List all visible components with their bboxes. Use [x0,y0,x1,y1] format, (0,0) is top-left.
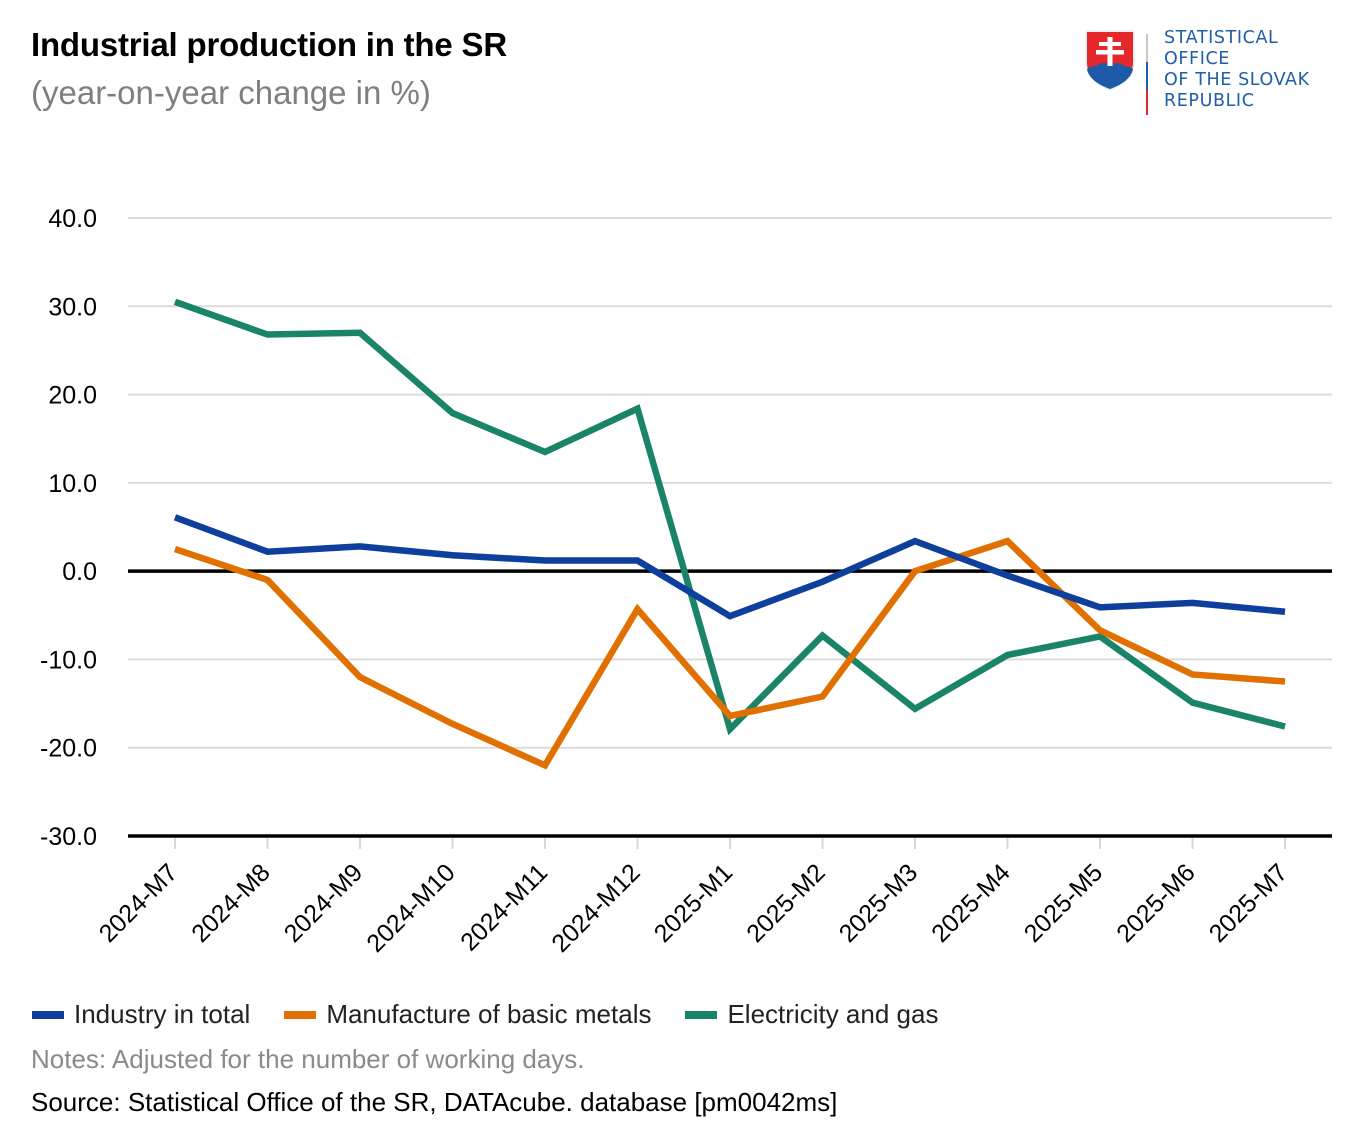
y-tick-label: 0.0 [62,558,97,586]
series-line-industry-in-total [173,514,1286,620]
x-tick-label: 2024-M8 [186,858,276,948]
gridlines [128,217,1332,838]
slovak-coat-of-arms-icon [1085,30,1135,91]
legend-swatch [284,1010,317,1019]
x-tick-label: 2025-M4 [926,858,1016,948]
series-lines [173,298,1286,770]
y-tick-label: 20.0 [48,382,97,410]
logo-divider-red [1146,90,1148,115]
x-tick-label: 2025-M2 [741,858,831,948]
chart-source: Source: Statistical Office of the SR, DA… [31,1087,838,1117]
x-tick-label: 2024-M9 [279,858,369,948]
x-tick-label: 2024-M11 [455,858,553,956]
line-chart: 40.0 30.0 20.0 10.0 0.0 -10.0 -20.0 -30.0 2024-… [40,205,1332,958]
legend-swatch [685,1010,718,1019]
legend-item-basic-metals: Manufacture of basic metals [284,999,651,1030]
legend: Industry in total Manufacture of basic m… [32,999,972,1030]
legend-label: Electricity and gas [727,999,939,1029]
y-tick-label: 30.0 [48,293,97,321]
x-tick-label: 2024-M12 [546,858,645,957]
series-line-electricity-and-gas [173,298,1286,736]
y-tick-label: -10.0 [40,646,97,674]
x-axis-ticks: 2024-M7 2024-M8 2024-M92024-M102024-M11202… [94,838,1294,958]
logo-divider-blue [1146,62,1148,90]
chart-notes: Notes: Adjusted for the number of workin… [31,1044,585,1074]
logo-divider [1146,34,1148,72]
logo-line: OFFICE [1164,49,1230,69]
x-tick-label: 2025-M1 [649,858,739,948]
x-tick-label: 2025-M7 [1204,858,1294,948]
y-tick-label: -20.0 [40,735,97,763]
y-tick-label: 40.0 [48,205,97,233]
x-tick-label: 2024-M10 [361,858,460,957]
logo-line: OF THE SLOVAK [1164,70,1310,90]
logo-line: REPUBLIC [1164,91,1255,111]
y-tick-label: 10.0 [48,470,97,498]
legend-item-electricity-and-gas: Electricity and gas [685,999,938,1030]
y-axis-tick-labels: 40.0 30.0 20.0 10.0 0.0 -10.0 -20.0 -30.0 [40,205,97,851]
series-line-manufacture-of-basic-metals [173,537,1286,770]
legend-label: Industry in total [74,999,251,1029]
y-tick-label: -30.0 [40,823,97,851]
legend-item-industry-in-total: Industry in total [32,999,250,1030]
x-tick-label: 2025-M6 [1111,858,1201,948]
x-tick-label: 2025-M3 [834,858,924,948]
logo-text: STATISTICAL OFFICE OF THE SLOVAK REPUBLI… [1164,28,1310,112]
logo-line: STATISTICAL [1164,28,1279,48]
statistical-office-logo: STATISTICAL OFFICE OF THE SLOVAK REPUBLI… [1084,28,1344,118]
x-tick-label: 2025-M5 [1019,858,1109,948]
chart-title: Industrial production in the SR [31,26,507,63]
legend-label: Manufacture of basic metals [326,999,652,1029]
legend-swatch [32,1010,64,1019]
chart-subtitle: (year-on-year change in %) [31,74,431,111]
x-tick-label: 2024-M7 [94,858,184,948]
